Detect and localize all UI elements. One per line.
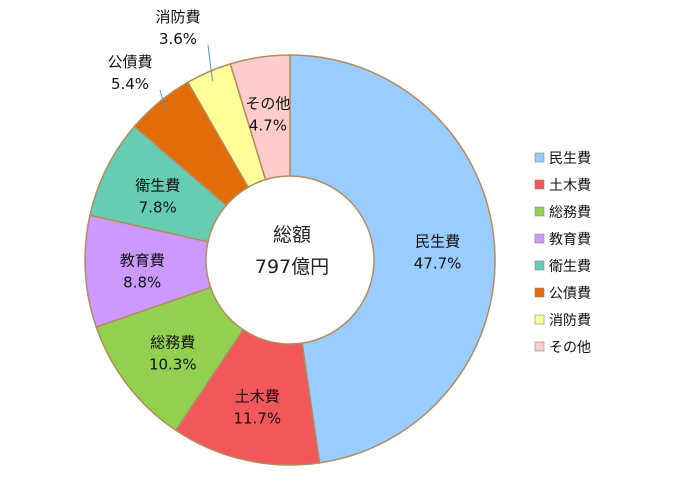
legend-label-7: 消防費 [549,313,591,329]
legend-swatch-5 [534,260,545,271]
slice-label-2: 土木費 [235,387,280,405]
legend-swatch-4 [534,233,545,244]
slice-value-1: 47.7% [414,254,462,272]
legend-swatch-2 [534,179,545,190]
slice-label-1: 民生費 [415,232,460,250]
legend-label-8: その他 [549,340,591,356]
slice-label-6: 公債費 [107,53,152,71]
slice-label-8: その他 [245,95,290,113]
slice-label-5: 衛生費 [135,177,180,195]
legend-label-2: 土木費 [549,178,591,194]
legend-swatch-6 [534,287,545,298]
slice-label-4: 教育費 [120,251,165,269]
center-label-line1: 総額 [273,224,311,246]
legend-swatch-7 [534,314,545,325]
slice-label-7: 消防費 [155,8,200,26]
legend-label-5: 衛生費 [549,259,591,275]
legend-label-6: 公債費 [549,286,591,302]
legend-label-1: 民生費 [549,151,591,167]
slice-value-5: 7.8% [139,199,177,217]
slice-value-4: 8.8% [123,273,161,291]
leader-line-6 [159,89,167,110]
legend-label-4: 教育費 [549,232,591,248]
center-label-line2: 797億円 [255,256,329,278]
slice-value-2: 11.7% [233,409,281,427]
leader-lines [159,44,214,110]
slice-1 [289,54,496,464]
legend-swatch-1 [534,152,545,163]
slice-label-3: 総務費 [150,333,195,351]
slice-value-7: 3.6% [159,30,197,48]
legend-swatch-8 [534,341,545,352]
slice-8 [229,54,291,181]
legend-label-3: 総務費 [549,205,591,221]
slice-labels: 民生費 47.7% 土木費 11.7% 総務費 10.3% 教育費 8.8% 衛生費 7.8% 公債… [107,8,461,427]
slice-value-3: 10.3% [149,355,197,373]
leader-line-7 [207,44,214,82]
center-label: 総額 797億円 [255,224,329,278]
legend-swatch-3 [534,206,545,217]
slice-value-6: 5.4% [111,75,149,93]
slice-value-8: 4.7% [249,117,287,135]
donut-slices [84,54,496,466]
